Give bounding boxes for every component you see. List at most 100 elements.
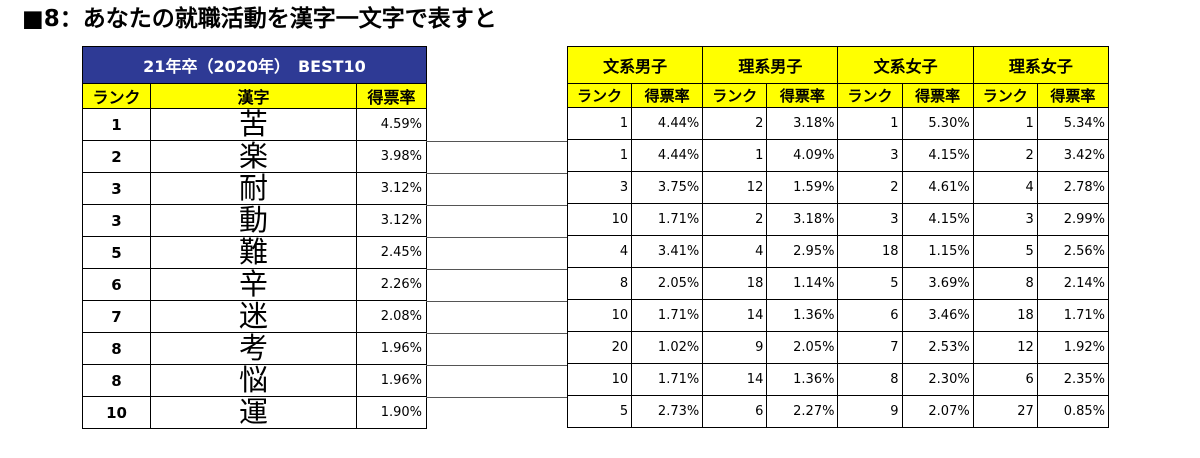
rank-cell: 2 [972, 139, 1038, 172]
table-row: 6 辛 2.26% [82, 268, 427, 301]
table-row: 2 楽 3.98% [82, 140, 427, 173]
rank-header: ランク [972, 83, 1038, 108]
rank-cell: 3 [972, 203, 1038, 236]
rank-cell: 3 [82, 172, 151, 205]
rate-cell: 3.75% [631, 171, 704, 204]
rank-cell: 4 [972, 171, 1038, 204]
rate-cell: 1.14% [766, 267, 839, 300]
rank-cell: 18 [702, 267, 768, 300]
rate-cell: 2.07% [901, 395, 974, 428]
kanji-cell: 悩 [150, 364, 357, 397]
row-connector-line [426, 268, 567, 270]
rate-cell: 3.69% [901, 267, 974, 300]
rate-header: 得票率 [356, 83, 427, 109]
rank-cell: 8 [837, 363, 903, 396]
row-connector-line [426, 364, 567, 366]
rank-cell: 4 [702, 235, 768, 268]
kanji-cell: 運 [150, 396, 357, 429]
rate-cell: 1.59% [766, 171, 839, 204]
rate-cell: 1.36% [766, 363, 839, 396]
rank-cell: 9 [702, 331, 768, 364]
rate-cell: 1.96% [356, 332, 427, 365]
group-header: 理系女子 [972, 46, 1110, 84]
table-row: 3 耐 3.12% [82, 172, 427, 205]
rank-cell: 7 [837, 331, 903, 364]
rate-cell: 4.61% [901, 171, 974, 204]
rate-cell: 1.36% [766, 299, 839, 332]
table-row: 5 難 2.45% [82, 236, 427, 269]
rank-cell: 8 [82, 332, 151, 365]
rate-cell: 2.45% [356, 236, 427, 269]
rate-cell: 3.12% [356, 204, 427, 237]
kanji-header: 漢字 [150, 83, 357, 109]
rate-cell: 4.44% [631, 107, 704, 140]
rate-cell: 3.12% [356, 172, 427, 205]
rate-cell: 2.30% [901, 363, 974, 396]
rank-header: ランク [82, 83, 151, 109]
rank-cell: 2 [702, 203, 768, 236]
row-connector-line [426, 300, 567, 302]
best10-table: 21年卒（2020年） BEST10 ランク 漢字 得票率 1 苦 4.59% 2 楽 3… [82, 46, 427, 429]
rank-header: ランク [702, 83, 768, 108]
rank-cell: 6 [82, 268, 151, 301]
rate-cell: 2.95% [766, 235, 839, 268]
segment-table: 文系男子 理系男子 文系女子 理系女子 ランク 得票率 ランク 得票率 ランク 得票率 ランク 得票… [566, 46, 1110, 428]
rate-cell: 4.59% [356, 108, 427, 141]
rate-header: 得票率 [1036, 83, 1110, 108]
rate-cell: 3.46% [901, 299, 974, 332]
rank-cell: 5 [972, 235, 1038, 268]
rate-cell: 3.41% [631, 235, 704, 268]
rank-cell: 6 [837, 299, 903, 332]
table-row: 3 3.75% 12 1.59% 2 4.61% 4 2.78% [566, 171, 1110, 204]
rank-cell: 2 [837, 171, 903, 204]
table-row: 5 2.73% 6 2.27% 9 2.07% 27 0.85% [566, 395, 1110, 428]
rate-cell: 5.34% [1036, 107, 1110, 140]
rank-cell: 2 [82, 140, 151, 173]
best10-banner: 21年卒（2020年） BEST10 [82, 46, 427, 84]
rank-cell: 8 [82, 364, 151, 397]
kanji-cell: 苦 [150, 108, 357, 141]
rank-cell: 1 [566, 107, 633, 140]
table-row: 10 1.71% 2 3.18% 3 4.15% 3 2.99% [566, 203, 1110, 236]
rank-cell: 1 [837, 107, 903, 140]
rate-cell: 1.71% [631, 363, 704, 396]
rate-header: 得票率 [766, 83, 839, 108]
kanji-cell: 楽 [150, 140, 357, 173]
rate-cell: 1.71% [1036, 299, 1110, 332]
rank-cell: 27 [972, 395, 1038, 428]
table-row: 7 迷 2.08% [82, 300, 427, 333]
row-connector-line [426, 204, 567, 206]
rank-cell: 20 [566, 331, 633, 364]
row-connector-line [426, 236, 567, 238]
group-header: 理系男子 [702, 46, 839, 84]
rank-cell: 9 [837, 395, 903, 428]
table-row: 20 1.02% 9 2.05% 7 2.53% 12 1.92% [566, 331, 1110, 364]
table-row: 3 動 3.12% [82, 204, 427, 237]
rank-cell: 6 [972, 363, 1038, 396]
table-row: 8 2.05% 18 1.14% 5 3.69% 8 2.14% [566, 267, 1110, 300]
rank-cell: 3 [82, 204, 151, 237]
rate-cell: 2.26% [356, 268, 427, 301]
rank-cell: 8 [972, 267, 1038, 300]
rate-cell: 2.53% [901, 331, 974, 364]
rate-cell: 1.15% [901, 235, 974, 268]
rate-cell: 2.73% [631, 395, 704, 428]
rank-cell: 5 [566, 395, 633, 428]
rate-cell: 2.27% [766, 395, 839, 428]
kanji-cell: 耐 [150, 172, 357, 205]
rate-cell: 0.85% [1036, 395, 1110, 428]
rate-cell: 2.05% [631, 267, 704, 300]
rank-cell: 12 [972, 331, 1038, 364]
rate-header: 得票率 [631, 83, 704, 108]
rate-cell: 1.02% [631, 331, 704, 364]
table-row: 1 4.44% 2 3.18% 1 5.30% 1 5.34% [566, 107, 1110, 140]
rank-cell: 3 [837, 139, 903, 172]
rate-cell: 2.14% [1036, 267, 1110, 300]
row-connector-line [426, 172, 567, 174]
table-row: 1 4.44% 1 4.09% 3 4.15% 2 3.42% [566, 139, 1110, 172]
kanji-cell: 迷 [150, 300, 357, 333]
rate-cell: 4.15% [901, 139, 974, 172]
row-connector-line [426, 332, 567, 334]
rank-cell: 1 [82, 108, 151, 141]
rank-cell: 4 [566, 235, 633, 268]
